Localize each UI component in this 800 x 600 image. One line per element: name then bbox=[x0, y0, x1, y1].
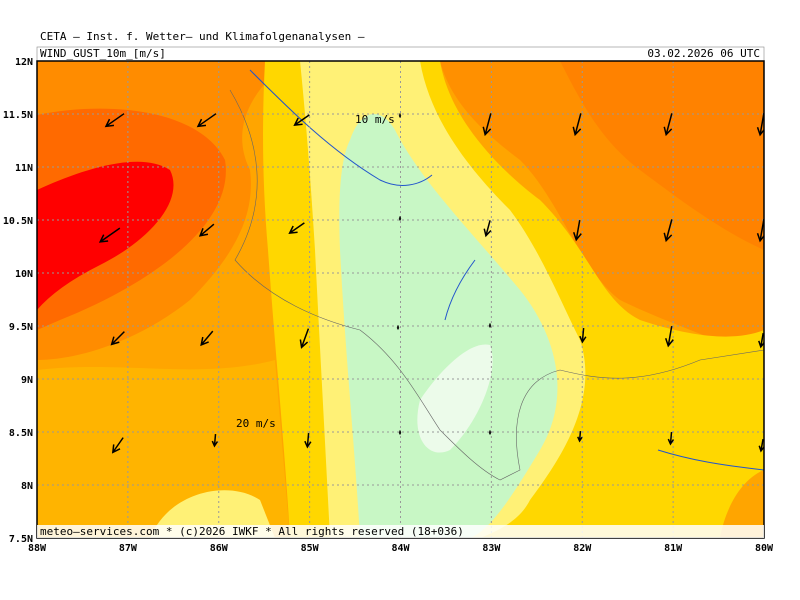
wind-arrow bbox=[482, 113, 492, 137]
map-field bbox=[37, 61, 764, 538]
wind-arrow bbox=[664, 326, 674, 348]
wind-arrow bbox=[198, 223, 215, 237]
wind-arrow bbox=[110, 331, 125, 346]
wind-arrow bbox=[111, 437, 124, 454]
wind-arrow bbox=[572, 113, 582, 137]
lat-label: 9N bbox=[21, 375, 33, 386]
lat-label: 10N bbox=[15, 269, 33, 280]
lon-label: 86W bbox=[210, 543, 229, 554]
lat-label: 9.5N bbox=[9, 322, 33, 333]
wind-arrow bbox=[483, 220, 492, 238]
wind-arrow bbox=[667, 431, 675, 446]
lat-label: 7.5N bbox=[9, 534, 33, 545]
wind-arrow bbox=[104, 113, 125, 128]
wind-arrow bbox=[304, 432, 312, 449]
wind-arrow bbox=[396, 325, 400, 331]
lat-label: 11N bbox=[15, 163, 33, 174]
lon-label: 88W bbox=[28, 543, 47, 554]
wind-arrow bbox=[577, 430, 583, 443]
title: CETA — Inst. f. Wetter— und Klimafolgena… bbox=[40, 30, 365, 43]
lon-label: 82W bbox=[573, 543, 592, 554]
variable-label: WIND_GUST_10m_[m/s] bbox=[40, 47, 166, 60]
wind-arrow bbox=[488, 430, 492, 436]
valid-time: 03.02.2026 06 UTC bbox=[647, 47, 760, 60]
wind-arrow bbox=[488, 323, 492, 329]
wind-arrow bbox=[200, 330, 214, 347]
wind-arrow bbox=[398, 216, 402, 222]
footer: meteo—services.com * (c)2026 IWKF * All … bbox=[40, 525, 464, 538]
lon-label: 84W bbox=[391, 543, 410, 554]
lon-label: 87W bbox=[119, 543, 138, 554]
wind-arrow bbox=[663, 113, 673, 137]
annotation: 10 m/s bbox=[355, 113, 395, 126]
wind-arrow bbox=[293, 114, 310, 127]
wind-arrow bbox=[288, 222, 305, 235]
wind-arrow bbox=[299, 328, 310, 349]
wind-arrow bbox=[398, 113, 402, 119]
wind-arrow bbox=[663, 219, 673, 243]
wind-arrow bbox=[579, 327, 587, 344]
lon-label: 80W bbox=[755, 543, 774, 554]
wind-arrow bbox=[398, 430, 402, 436]
lat-label: 11.5N bbox=[3, 110, 33, 121]
footer-bar bbox=[37, 525, 764, 538]
lon-label: 83W bbox=[482, 543, 501, 554]
lon-label: 85W bbox=[301, 543, 320, 554]
wind-arrow bbox=[758, 438, 764, 453]
lat-label: 8N bbox=[21, 481, 33, 492]
lat-label: 12N bbox=[15, 57, 33, 68]
wind-arrow bbox=[211, 433, 219, 448]
wind-arrow bbox=[196, 113, 217, 128]
lat-label: 10.5N bbox=[3, 216, 33, 227]
lon-label: 81W bbox=[664, 543, 683, 554]
wind-arrow bbox=[572, 220, 582, 242]
annotation: 20 m/s bbox=[236, 417, 276, 430]
lat-label: 8.5N bbox=[9, 428, 33, 439]
wind-arrow bbox=[98, 227, 121, 243]
